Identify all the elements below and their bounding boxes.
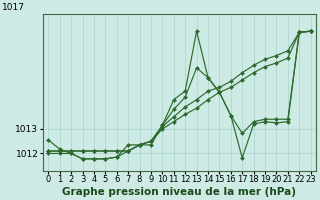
Text: 1017: 1017 [2, 3, 25, 12]
X-axis label: Graphe pression niveau de la mer (hPa): Graphe pression niveau de la mer (hPa) [62, 187, 297, 197]
